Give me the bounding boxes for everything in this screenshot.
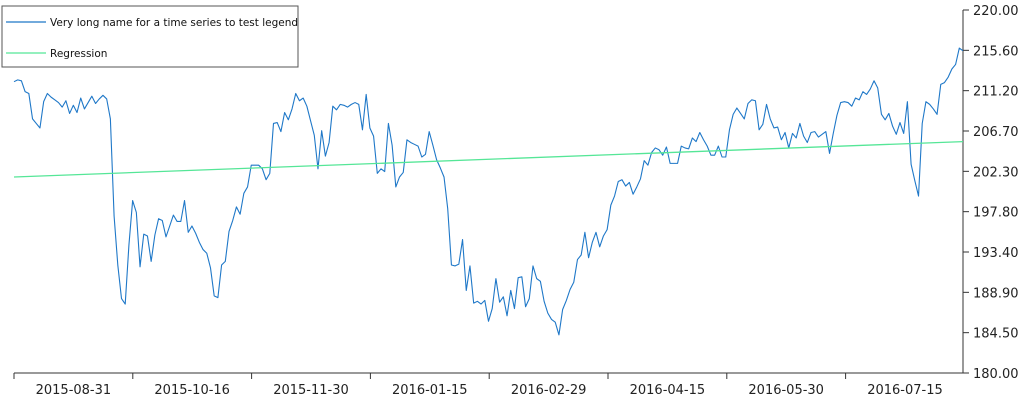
legend-label-regression: Regression [50, 48, 107, 60]
series-line-main [13, 47, 964, 336]
x-tick-label: 2016-07-15 [867, 383, 943, 398]
series-line-regression [13, 140, 964, 178]
x-tick-label: 2016-01-15 [392, 383, 468, 398]
x-tick-label: 2016-02-29 [511, 383, 587, 398]
y-tick-label: 215.60 [973, 44, 1019, 59]
x-tick-label: 2015-10-16 [154, 383, 230, 398]
y-tick-label: 193.40 [973, 246, 1019, 261]
y-tick-label: 202.30 [973, 165, 1019, 180]
legend-box [1, 5, 299, 68]
y-tick-label: 197.80 [973, 206, 1019, 221]
plot-area: 220.00 215.60 211.20 206.70 202.30 197.80 193.… [13, 4, 1019, 398]
y-tick-label: 206.70 [973, 125, 1019, 140]
x-tick-label: 2016-05-30 [748, 383, 824, 398]
y-tick-label: 220.00 [973, 4, 1019, 19]
y-axis-ticks: 220.00 215.60 211.20 206.70 202.30 197.80 193.… [963, 4, 1019, 382]
legend-label-main: Very long name for a time series to test… [50, 17, 298, 29]
y-tick-label: 184.50 [973, 327, 1019, 342]
x-tick-label: 2016-04-15 [630, 383, 706, 398]
y-tick-label: 211.20 [973, 85, 1019, 100]
x-tick-label: 2015-08-31 [36, 383, 112, 398]
y-tick-label: 188.90 [973, 286, 1019, 301]
legend: Very long name for a time series to test… [1, 5, 299, 68]
x-tick-label: 2015-11-30 [273, 383, 349, 398]
y-tick-label: 180.00 [973, 367, 1019, 382]
x-axis-ticks: 2015-08-31 2015-10-16 2015-11-30 2016-01-15… [13, 373, 943, 398]
